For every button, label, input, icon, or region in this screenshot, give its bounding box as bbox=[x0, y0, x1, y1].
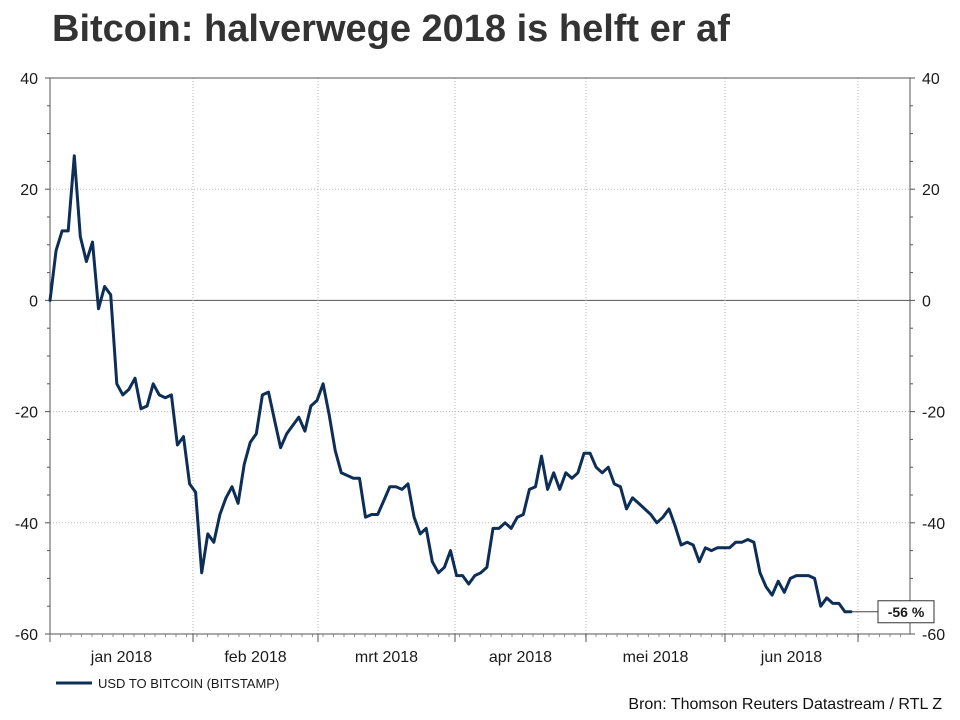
y-tick-label-left: 20 bbox=[20, 182, 38, 199]
y-tick-label-left: 0 bbox=[29, 293, 38, 310]
y-tick-label-right: -40 bbox=[922, 516, 945, 533]
end-label-box bbox=[877, 600, 935, 624]
series-line bbox=[48, 154, 853, 614]
y-tick-label-left: -20 bbox=[15, 405, 38, 422]
x-tick-label: apr 2018 bbox=[489, 649, 552, 666]
y-tick-label-right: 40 bbox=[922, 71, 940, 88]
end-label: -56 % bbox=[888, 604, 925, 620]
y-tick-label-right: 20 bbox=[922, 182, 940, 199]
label-layer: -56 % USD TO BITCOIN (BITSTAMP) bbox=[56, 600, 935, 691]
source-credit: Bron: Thomson Reuters Datastream / RTL Z bbox=[628, 696, 942, 713]
plot-frame bbox=[49, 77, 911, 635]
x-tick-label: mrt 2018 bbox=[355, 649, 418, 666]
y-tick-label-right: -20 bbox=[922, 405, 945, 422]
chart-title: Bitcoin: halverwege 2018 is helft er af bbox=[52, 8, 730, 50]
y-tick-label-left: 40 bbox=[20, 71, 38, 88]
x-tick-label: mei 2018 bbox=[623, 649, 689, 666]
y-tick-label-right: -60 bbox=[922, 627, 945, 644]
grid-layer bbox=[50, 78, 910, 634]
x-tick-label: jun 2018 bbox=[760, 649, 822, 666]
x-tick-label: jan 2018 bbox=[90, 649, 152, 666]
x-tick-label: feb 2018 bbox=[224, 649, 286, 666]
axis-layer: 40 40 20 20 0 0 -20 -20 -40 -40 -60 -60 jan 2018 feb … bbox=[15, 71, 945, 666]
y-tick-label-right: 0 bbox=[922, 293, 931, 310]
series-layer bbox=[48, 154, 853, 614]
y-tick-label-left: -60 bbox=[15, 627, 38, 644]
y-tick-label-left: -40 bbox=[15, 516, 38, 533]
legend-label: USD TO BITCOIN (BITSTAMP) bbox=[98, 676, 279, 691]
